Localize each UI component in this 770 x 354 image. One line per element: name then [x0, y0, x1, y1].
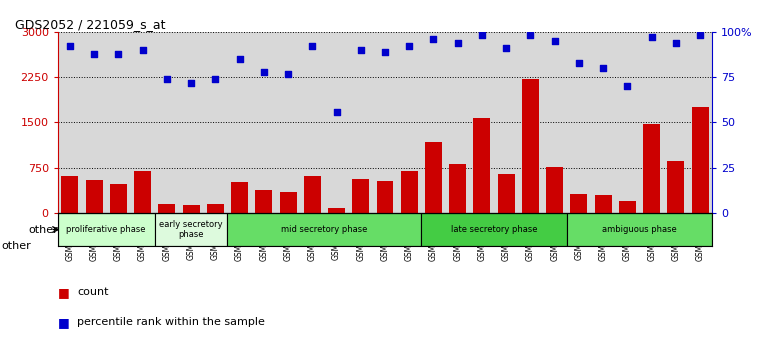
- Point: [64, 44, 76, 49]
- Bar: [668, 161, 685, 213]
- Point: [112, 51, 125, 56]
- Point: [597, 65, 609, 71]
- Bar: [134, 171, 151, 213]
- Bar: [256, 189, 273, 213]
- Text: proliferative phase: proliferative phase: [66, 225, 146, 234]
- Bar: [522, 79, 539, 213]
- Point: [670, 40, 682, 46]
- Bar: [619, 201, 636, 213]
- Point: [451, 40, 464, 46]
- Text: ambiguous phase: ambiguous phase: [602, 225, 677, 234]
- Bar: [474, 118, 490, 213]
- Point: [379, 49, 391, 55]
- Point: [476, 33, 488, 38]
- Point: [645, 34, 658, 40]
- Bar: [643, 124, 660, 213]
- Bar: [159, 204, 176, 213]
- Bar: [85, 181, 102, 213]
- Point: [427, 36, 440, 42]
- Bar: [155, 213, 227, 246]
- Point: [573, 60, 585, 65]
- Text: ■: ■: [58, 316, 69, 329]
- Point: [161, 76, 173, 82]
- Point: [500, 45, 512, 51]
- Text: late secretory phase: late secretory phase: [450, 225, 537, 234]
- Point: [258, 69, 270, 75]
- Text: GDS2052 / 221059_s_at: GDS2052 / 221059_s_at: [15, 18, 166, 31]
- Point: [209, 76, 222, 82]
- Bar: [231, 182, 248, 213]
- Bar: [425, 142, 442, 213]
- Text: other: other: [28, 224, 58, 235]
- Bar: [421, 213, 567, 246]
- Bar: [207, 204, 224, 213]
- Point: [330, 109, 343, 114]
- Point: [548, 38, 561, 44]
- Bar: [328, 208, 345, 213]
- Bar: [497, 175, 514, 213]
- Bar: [594, 195, 611, 213]
- Point: [233, 56, 246, 62]
- Point: [524, 33, 537, 38]
- Text: mid secretory phase: mid secretory phase: [281, 225, 367, 234]
- Bar: [110, 184, 127, 213]
- Bar: [58, 213, 155, 246]
- Bar: [304, 176, 321, 213]
- Point: [306, 44, 319, 49]
- Bar: [567, 213, 712, 246]
- Text: other: other: [2, 241, 32, 251]
- Bar: [353, 179, 370, 213]
- Point: [185, 80, 197, 85]
- Bar: [227, 213, 421, 246]
- Point: [694, 33, 706, 38]
- Point: [88, 51, 100, 56]
- Text: ■: ■: [58, 286, 69, 298]
- Bar: [377, 181, 393, 213]
- Bar: [400, 171, 417, 213]
- Bar: [571, 194, 588, 213]
- Text: count: count: [77, 287, 109, 297]
- Point: [282, 71, 294, 76]
- Point: [621, 84, 634, 89]
- Point: [136, 47, 149, 53]
- Bar: [449, 164, 466, 213]
- Point: [355, 47, 367, 53]
- Bar: [546, 167, 563, 213]
- Text: early secretory
phase: early secretory phase: [159, 220, 223, 239]
- Bar: [691, 107, 708, 213]
- Point: [403, 44, 415, 49]
- Bar: [62, 176, 79, 213]
- Text: percentile rank within the sample: percentile rank within the sample: [77, 317, 265, 327]
- Bar: [280, 192, 296, 213]
- Bar: [182, 205, 199, 213]
